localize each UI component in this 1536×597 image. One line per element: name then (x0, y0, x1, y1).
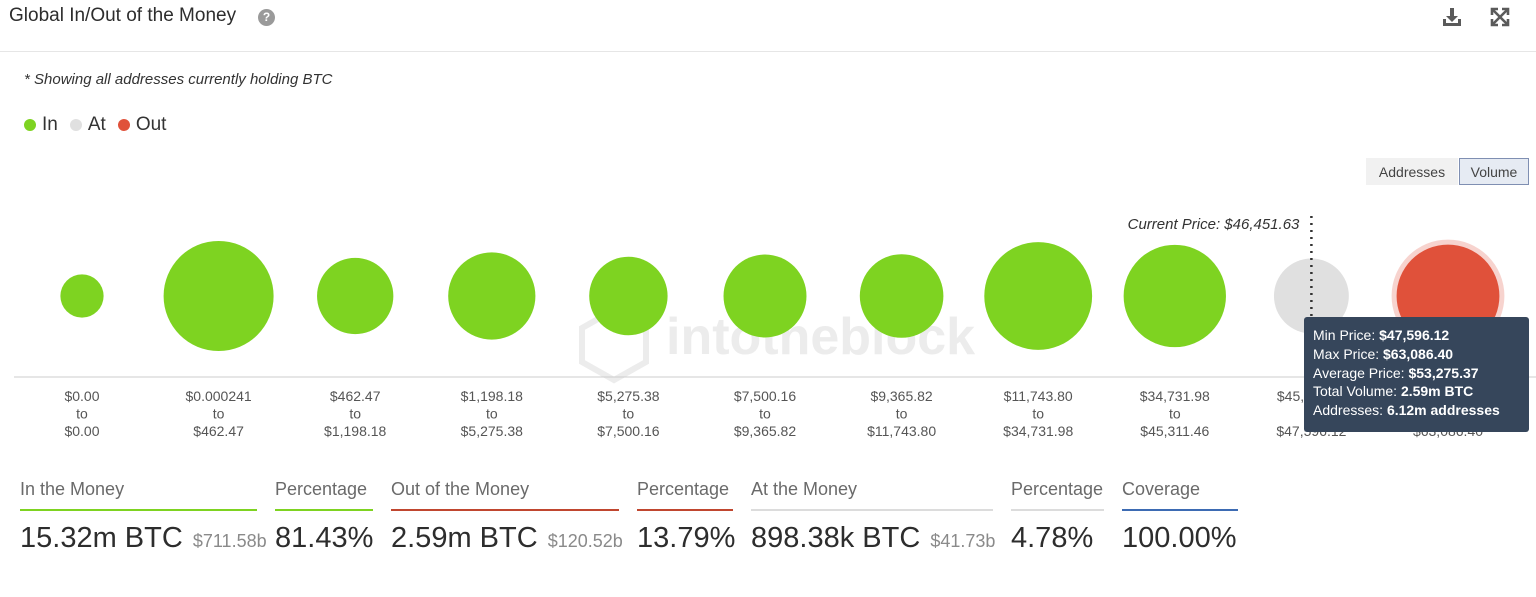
stat-in-usd: $711.58b (192, 531, 267, 551)
tick-label: $11,743.80 (1004, 388, 1073, 404)
tick-label: $1,198.18 (324, 423, 386, 439)
legend-dot-at (69, 119, 82, 131)
stat-in-bar (20, 509, 257, 511)
bubble-at (1273, 258, 1349, 334)
stat-at-pct-label: Percentage (1011, 479, 1104, 499)
stat-in-pct-label: Percentage (275, 479, 368, 499)
bubble-in (317, 257, 394, 335)
help-icon[interactable]: ? (258, 9, 275, 26)
tick-label: $0.00 (64, 388, 99, 404)
bubble-in (589, 256, 668, 336)
tick-label: to (1032, 406, 1044, 422)
legend-label-at: At (87, 114, 106, 135)
legend-label-out: Out (135, 114, 167, 135)
stat-out-bar (391, 509, 619, 511)
legend-item-at[interactable]: At (69, 114, 106, 136)
tick-label: $0.00 (64, 423, 99, 439)
tooltip-average-price: Average Price: $53,275.37 (1313, 364, 1479, 381)
bubble-in (984, 242, 1093, 350)
tick-label: $34,731.98 (1140, 388, 1210, 404)
bubble-in (1123, 244, 1226, 348)
download-icon[interactable] (1440, 5, 1464, 29)
tick-label: $5,275.38 (461, 423, 523, 439)
legend-dot-out (117, 119, 130, 131)
stat-out-percentage: Percentage 13.79% (637, 478, 736, 555)
tick-label: $462.47 (193, 423, 244, 439)
stat-at-value: 898.38k BTC $41.73b (751, 522, 996, 554)
bubble-in (723, 254, 807, 338)
stat-at-label: At the Money (751, 479, 858, 499)
stat-out-pct-label: Percentage (637, 479, 730, 499)
tick-label: to (623, 406, 635, 422)
stat-at-percentage: Percentage 4.78% (1011, 478, 1104, 555)
header-bar: Global In/Out of the Money ? (0, 0, 1536, 52)
volume-toggle-button[interactable]: Volume (1459, 158, 1529, 185)
tick-label: to (1169, 406, 1181, 422)
tick-label: $462.47 (330, 388, 381, 404)
stat-at-bar (751, 509, 993, 511)
legend-item-in[interactable]: In (24, 114, 58, 136)
stat-out-label: Out of the Money (391, 479, 530, 499)
tooltip-total-volume: Total Volume: 2.59m BTC (1313, 383, 1474, 400)
fullscreen-icon[interactable] (1488, 5, 1512, 29)
stat-at-usd: $41.73b (930, 531, 996, 551)
addresses-toggle-button[interactable]: Addresses (1366, 158, 1458, 185)
stat-coverage-label: Coverage (1122, 479, 1201, 499)
legend-label-in: In (42, 114, 58, 135)
tick-label: $7,500.16 (734, 388, 796, 404)
legend-dot-in (24, 119, 36, 131)
page-title: Global In/Out of the Money (9, 5, 237, 26)
tick-label: $34,731.98 (1003, 423, 1073, 439)
tooltip-max-price: Max Price: $63,086.40 (1313, 345, 1454, 362)
stat-out-pct-bar (637, 509, 733, 511)
stat-out-of-the-money: Out of the Money 2.59m BTC $120.52b (391, 478, 623, 555)
bubble-in (60, 274, 104, 318)
tick-label: to (76, 406, 88, 422)
tick-label: $0.000241 (186, 388, 252, 404)
stat-coverage-value: 100.00% (1122, 522, 1237, 554)
tick-label: $45,311.46 (1140, 423, 1209, 439)
stat-at-pct-value: 4.78% (1011, 522, 1094, 554)
tick-label: to (486, 406, 498, 422)
stat-out-usd: $120.52b (547, 531, 623, 551)
tick-label: to (349, 406, 361, 422)
tick-label: $5,275.38 (597, 388, 659, 404)
stat-in-label: In the Money (20, 479, 125, 499)
tick-label: to (759, 406, 771, 422)
tooltip-addresses: Addresses: 6.12m addresses (1313, 402, 1500, 419)
bubble-tooltip: Min Price: $47,596.12 Max Price: $63,086… (1304, 317, 1529, 432)
stat-out-value: 2.59m BTC $120.52b (391, 522, 623, 554)
stat-at-the-money: At the Money 898.38k BTC $41.73b (751, 478, 996, 555)
stat-at-pct-bar (1011, 509, 1104, 511)
stat-in-the-money: In the Money 15.32m BTC $711.58b (20, 478, 267, 555)
stat-in-pct-bar (275, 509, 373, 511)
tooltip-min-price: Min Price: $47,596.12 (1313, 327, 1450, 343)
tick-label: to (896, 406, 908, 422)
stat-coverage-bar (1122, 509, 1238, 511)
chart-note: * Showing all addresses currently holdin… (24, 71, 333, 88)
bubble-in (859, 254, 944, 338)
chart-legend: In At Out (24, 114, 178, 136)
tick-label: $11,743.80 (867, 423, 936, 439)
current-price-label: Current Price: $46,451.63 (1128, 216, 1300, 233)
bubble-in (448, 252, 536, 340)
tick-label: $1,198.18 (461, 388, 523, 404)
tick-label: to (213, 406, 225, 422)
tick-label: $9,365.82 (870, 388, 932, 404)
stat-coverage: Coverage 100.00% (1122, 478, 1238, 555)
tick-label: $9,365.82 (734, 423, 796, 439)
stat-in-value: 15.32m BTC $711.58b (20, 522, 267, 554)
stat-in-pct-value: 81.43% (275, 522, 374, 554)
bubble-chart: intotheblock$0.00to$0.00$0.000241to$462.… (14, 216, 1536, 439)
bubble-in (163, 241, 274, 351)
stat-in-percentage: Percentage 81.43% (275, 478, 373, 555)
tick-label: $7,500.16 (597, 423, 659, 439)
legend-item-out[interactable]: Out (117, 114, 167, 136)
stat-out-pct-value: 13.79% (637, 522, 736, 554)
